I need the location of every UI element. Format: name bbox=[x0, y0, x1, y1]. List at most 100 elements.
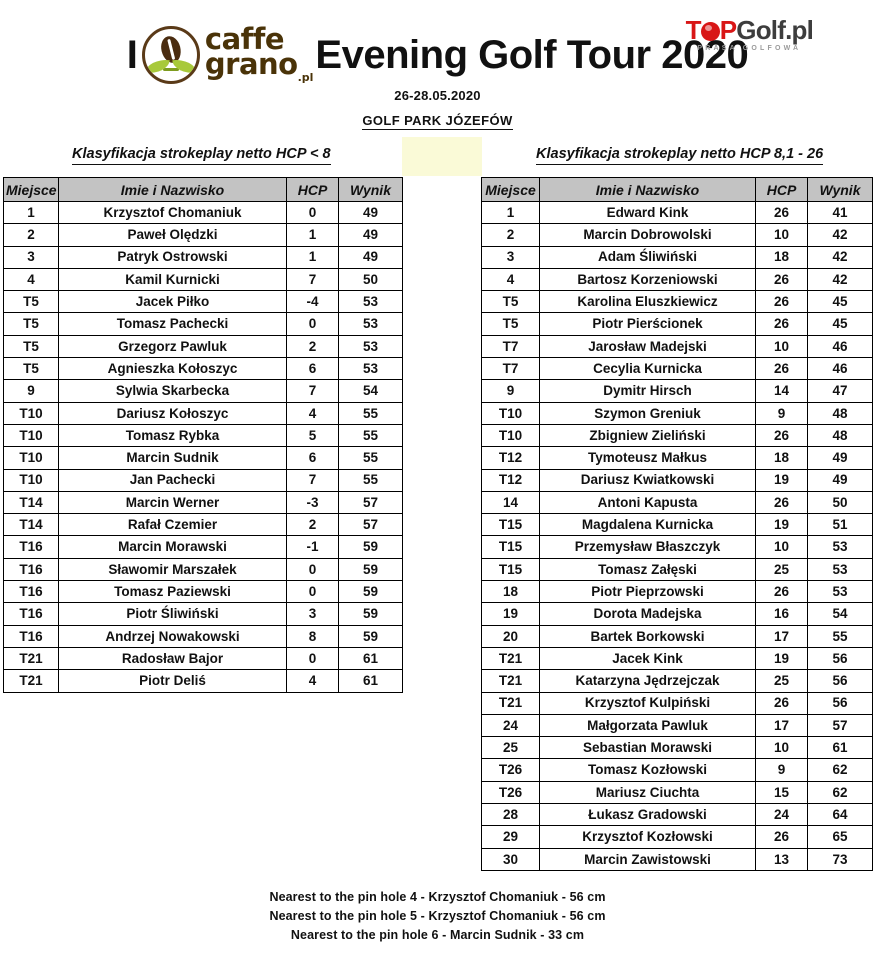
cell-score: 65 bbox=[807, 825, 873, 849]
table-row: 19 Dorota Madejska 16 54 bbox=[481, 602, 873, 626]
table-row: 2 Marcin Dobrowolski 10 42 bbox=[481, 223, 873, 247]
cell-name: Tomasz Pachecki bbox=[58, 312, 287, 336]
cell-name: Marcin Morawski bbox=[58, 535, 287, 559]
cell-hcp: 24 bbox=[755, 803, 808, 827]
table-row: T10 Zbigniew Zieliński 26 48 bbox=[481, 423, 873, 448]
table-row: T21 Krzysztof Kulpiński 26 56 bbox=[481, 691, 873, 715]
topgolf-wordmark: T P Golf.pl bbox=[686, 15, 814, 45]
table-header-row: Miejsce Imie i Nazwisko HCP Wynik bbox=[3, 177, 403, 202]
cell-name: Dariusz Kwiatkowski bbox=[539, 468, 756, 492]
cell-name: Grzegorz Pawluk bbox=[58, 334, 287, 359]
cell-score: 55 bbox=[338, 423, 403, 448]
cell-name: Sylwia Skarbecka bbox=[58, 379, 287, 403]
cell-score: 59 bbox=[338, 580, 403, 604]
cell-place: 24 bbox=[481, 713, 540, 738]
table-row: T16 Marcin Morawski -1 59 bbox=[3, 535, 403, 559]
topgolf-p: P bbox=[719, 15, 737, 45]
table-row: T14 Marcin Werner -3 57 bbox=[3, 490, 403, 515]
table-row: 2 Paweł Olędzki 1 49 bbox=[3, 223, 403, 247]
cell-place: 25 bbox=[481, 736, 540, 760]
cell-score: 56 bbox=[807, 691, 873, 715]
table-row: 4 Kamil Kurnicki 7 50 bbox=[3, 267, 403, 292]
results-table-hcp-8-26: Miejsce Imie i Nazwisko HCP Wynik 1 Edwar… bbox=[481, 177, 873, 871]
cell-hcp: 26 bbox=[755, 423, 808, 448]
cell-score: 59 bbox=[338, 602, 403, 626]
caffegrano-tld: .pl bbox=[297, 71, 314, 85]
cell-place: T21 bbox=[3, 646, 59, 671]
cell-place: T10 bbox=[3, 468, 59, 492]
cell-hcp: 3 bbox=[286, 602, 339, 626]
table-body-left: 1 Krzysztof Chomaniuk 0 49 2 Paweł Olędzki 1 49… bbox=[3, 200, 403, 693]
cell-hcp: 9 bbox=[755, 758, 808, 782]
cell-hcp: 26 bbox=[755, 691, 808, 715]
cell-score: 54 bbox=[338, 379, 403, 403]
cell-place: T14 bbox=[3, 490, 59, 515]
column-header-score: Wynik bbox=[807, 177, 873, 202]
caffegrano-line2: grano.pl bbox=[205, 50, 314, 85]
cell-hcp: 1 bbox=[286, 245, 339, 269]
cell-name: Tomasz Załęski bbox=[539, 557, 756, 582]
cell-hcp: 10 bbox=[755, 223, 808, 247]
cell-score: 50 bbox=[338, 267, 403, 292]
table-row: T5 Agnieszka Kołoszyc 6 53 bbox=[3, 357, 403, 381]
cell-hcp: 15 bbox=[755, 780, 808, 805]
page-title: Evening Golf Tour 2020 bbox=[315, 33, 749, 77]
cell-name: Piotr Pierścionek bbox=[539, 312, 756, 336]
event-venue: GOLF PARK JÓZEFÓW bbox=[0, 113, 875, 130]
cell-hcp: 4 bbox=[286, 669, 339, 693]
cell-hcp: 14 bbox=[755, 379, 808, 403]
table-row: 29 Krzysztof Kozłowski 26 65 bbox=[481, 825, 873, 849]
cell-score: 42 bbox=[807, 267, 873, 292]
table-row: T26 Tomasz Kozłowski 9 62 bbox=[481, 758, 873, 782]
cell-hcp: 26 bbox=[755, 490, 808, 515]
cell-score: 49 bbox=[807, 468, 873, 492]
table-row: T10 Tomasz Rybka 5 55 bbox=[3, 423, 403, 448]
cell-name: Bartosz Korzeniowski bbox=[539, 267, 756, 292]
cell-place: T5 bbox=[3, 334, 59, 359]
cell-place: 1 bbox=[3, 200, 59, 225]
table-row: T5 Karolina Eluszkiewicz 26 45 bbox=[481, 290, 873, 314]
table-row: 20 Bartek Borkowski 17 55 bbox=[481, 624, 873, 648]
column-header-hcp: HCP bbox=[755, 177, 808, 202]
cell-name: Magdalena Kurnicka bbox=[539, 513, 756, 537]
cell-name: Piotr Śliwiński bbox=[58, 602, 287, 626]
cell-place: T5 bbox=[3, 312, 59, 336]
cell-name: Sławomir Marszałek bbox=[58, 557, 287, 582]
cell-hcp: 9 bbox=[755, 401, 808, 425]
cell-hcp: 19 bbox=[755, 646, 808, 671]
cell-place: 2 bbox=[3, 223, 59, 247]
cell-place: T10 bbox=[3, 401, 59, 425]
cell-place: T21 bbox=[481, 669, 540, 693]
table-row: T26 Mariusz Ciuchta 15 62 bbox=[481, 780, 873, 805]
cell-place: 4 bbox=[3, 267, 59, 292]
cell-name: Marcin Werner bbox=[58, 490, 287, 515]
cell-hcp: 10 bbox=[755, 535, 808, 559]
topgolf-golfpl: Golf.pl bbox=[736, 15, 814, 45]
cell-place: T7 bbox=[481, 334, 540, 359]
cell-place: 19 bbox=[481, 602, 540, 626]
cell-hcp: 26 bbox=[755, 580, 808, 604]
page-header: I caffe grano.pl Evening Golf Tour 2020 … bbox=[0, 0, 875, 136]
cell-name: Marcin Dobrowolski bbox=[539, 223, 756, 247]
cell-name: Paweł Olędzki bbox=[58, 223, 287, 247]
nearest-to-pin-note: Nearest to the pin hole 5 - Krzysztof Ch… bbox=[269, 909, 606, 923]
cell-name: Marcin Zawistowski bbox=[539, 847, 756, 871]
table-row: T16 Andrzej Nowakowski 8 59 bbox=[3, 624, 403, 648]
cell-place: T21 bbox=[481, 691, 540, 715]
event-venue-text: GOLF PARK JÓZEFÓW bbox=[362, 113, 513, 130]
cell-score: 46 bbox=[807, 357, 873, 381]
cell-score: 56 bbox=[807, 669, 873, 693]
table-row: T12 Tymoteusz Małkus 18 49 bbox=[481, 446, 873, 470]
table-row: T21 Jacek Kink 19 56 bbox=[481, 646, 873, 671]
nearest-to-pin-notes: Nearest to the pin hole 4 - Krzysztof Ch… bbox=[0, 888, 875, 945]
cell-name: Radosław Bajor bbox=[58, 646, 287, 671]
cell-name: Piotr Deliś bbox=[58, 669, 287, 693]
cell-place: T12 bbox=[481, 468, 540, 492]
table-row: 24 Małgorzata Pawluk 17 57 bbox=[481, 713, 873, 738]
table-row: T10 Marcin Sudnik 6 55 bbox=[3, 446, 403, 470]
cell-hcp: 4 bbox=[286, 401, 339, 425]
cell-place: T10 bbox=[3, 423, 59, 448]
table-row: T15 Tomasz Załęski 25 53 bbox=[481, 557, 873, 582]
table-body-right: 1 Edward Kink 26 41 2 Marcin Dobrowolski 10 42 3… bbox=[481, 200, 873, 871]
caffegrano-line2-text: grano bbox=[204, 47, 298, 82]
